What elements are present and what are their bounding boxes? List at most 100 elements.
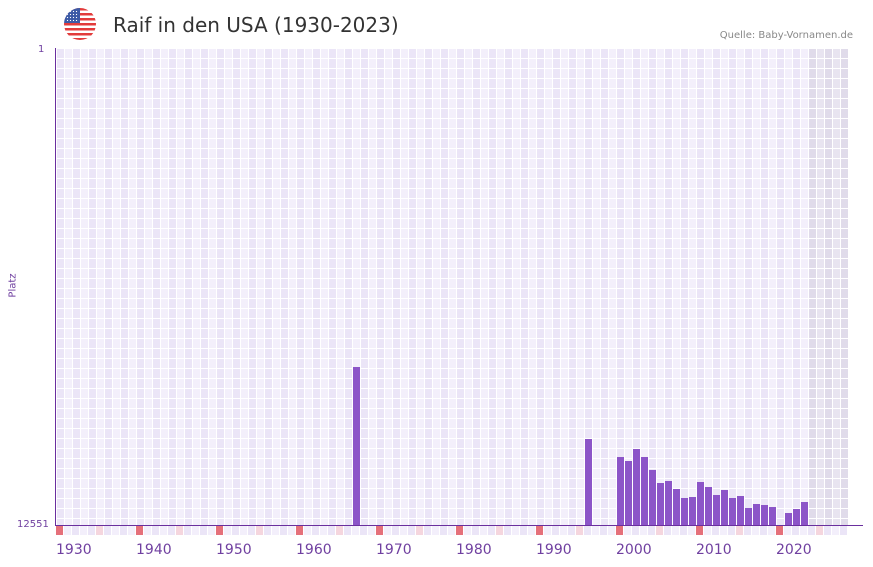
grid-cell [609, 409, 616, 418]
grid-cell [433, 319, 440, 328]
bar-2007[interactable] [673, 489, 680, 525]
bar-2016[interactable] [745, 508, 752, 525]
bar-2003[interactable] [641, 457, 648, 525]
grid-cell [785, 129, 792, 138]
bar-2004[interactable] [649, 470, 656, 525]
grid-cell [553, 79, 560, 88]
year-marker [224, 526, 231, 535]
grid-cell [497, 349, 504, 358]
grid-cell [369, 329, 376, 338]
grid-cell [409, 209, 416, 218]
grid-cell [457, 189, 464, 198]
bar-2022[interactable] [793, 508, 800, 525]
bar-2019[interactable] [769, 506, 776, 525]
grid-cell [649, 229, 656, 238]
grid-cell [737, 99, 744, 108]
grid-cell [569, 209, 576, 218]
grid-cell [529, 129, 536, 138]
grid-cell [585, 109, 592, 118]
grid-cell [241, 309, 248, 318]
bar-2017[interactable] [753, 503, 760, 525]
grid-cell [241, 379, 248, 388]
grid-cell [497, 289, 504, 298]
grid-cell [785, 369, 792, 378]
grid-cell [689, 179, 696, 188]
grid-cell [73, 59, 80, 68]
grid-cell [89, 219, 96, 228]
grid-cell [241, 69, 248, 78]
grid-cell [473, 499, 480, 508]
grid-cell [289, 89, 296, 98]
grid-cell [313, 69, 320, 78]
grid-cell [361, 459, 368, 468]
bar-2008[interactable] [681, 498, 688, 525]
bar-1967[interactable] [353, 367, 360, 525]
grid-cell [801, 249, 808, 258]
grid-cell [633, 109, 640, 118]
grid-cell [289, 249, 296, 258]
grid-cell [473, 209, 480, 218]
grid-cell [617, 239, 624, 248]
bar-2023[interactable] [801, 502, 808, 525]
grid-cell [545, 499, 552, 508]
grid-cell [57, 489, 64, 498]
bar-1996[interactable] [585, 438, 592, 525]
grid-cell [617, 299, 624, 308]
grid-cell [641, 49, 648, 58]
bar-2010[interactable] [697, 482, 704, 525]
bar-2012[interactable] [713, 495, 720, 525]
grid-cell [665, 369, 672, 378]
grid-cell [81, 229, 88, 238]
grid-cell [65, 209, 72, 218]
grid-cell [185, 279, 192, 288]
bar-2018[interactable] [761, 505, 768, 525]
grid-cell [321, 99, 328, 108]
grid-cell [73, 209, 80, 218]
grid-cell [777, 349, 784, 358]
grid-cell [417, 519, 424, 525]
grid-cell [73, 79, 80, 88]
grid-cell [449, 279, 456, 288]
bar-2021[interactable] [785, 512, 792, 525]
grid-cell [265, 419, 272, 428]
grid-cell [625, 169, 632, 178]
bar-2013[interactable] [721, 489, 728, 525]
bar-2001[interactable] [625, 460, 632, 525]
grid-cell [337, 59, 344, 68]
grid-cell [561, 169, 568, 178]
bar-2014[interactable] [729, 498, 736, 525]
grid-cell [521, 279, 528, 288]
grid-cell [161, 499, 168, 508]
grid-cell [673, 189, 680, 198]
x-tick-label: 2020 [776, 542, 812, 558]
bar-2009[interactable] [689, 497, 696, 525]
grid-cell [193, 489, 200, 498]
grid-cell [537, 299, 544, 308]
grid-cell [249, 339, 256, 348]
grid-cell [265, 249, 272, 258]
grid-cell [369, 79, 376, 88]
bar-2006[interactable] [665, 480, 672, 525]
grid-cell [297, 169, 304, 178]
grid-cell [233, 269, 240, 278]
grid-cell [361, 439, 368, 448]
grid-cell [281, 479, 288, 488]
grid-cell [249, 379, 256, 388]
grid-cell [537, 189, 544, 198]
year-marker [664, 526, 671, 535]
grid-cell [89, 399, 96, 408]
grid-cell [297, 309, 304, 318]
bar-2000[interactable] [617, 457, 624, 525]
grid-cell [817, 219, 824, 228]
grid-cell [537, 119, 544, 128]
bar-2005[interactable] [657, 483, 664, 525]
grid-cell [433, 149, 440, 158]
grid-cell [705, 149, 712, 158]
grid-cell [537, 229, 544, 238]
bar-2002[interactable] [633, 448, 640, 525]
grid-cell [441, 449, 448, 458]
bar-2011[interactable] [705, 486, 712, 525]
grid-cell [417, 369, 424, 378]
bar-2015[interactable] [737, 495, 744, 525]
year-marker [384, 526, 391, 535]
